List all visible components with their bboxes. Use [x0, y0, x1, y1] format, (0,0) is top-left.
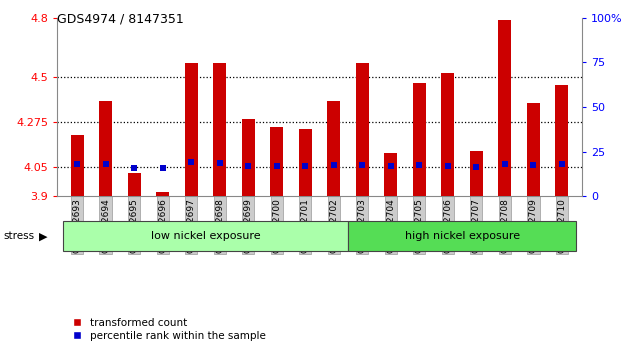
Bar — [499, 20, 511, 196]
Point — [528, 162, 538, 168]
Text: GDS4974 / 8147351: GDS4974 / 8147351 — [57, 12, 184, 25]
Bar — [527, 103, 540, 196]
Point — [443, 164, 453, 169]
Point — [301, 164, 310, 169]
Point — [329, 162, 338, 168]
Text: low nickel exposure: low nickel exposure — [151, 230, 260, 241]
FancyBboxPatch shape — [63, 221, 348, 251]
Bar — [185, 63, 197, 196]
Point — [386, 164, 396, 169]
Bar — [413, 83, 426, 196]
FancyBboxPatch shape — [348, 221, 576, 251]
Point — [471, 164, 481, 170]
Point — [243, 164, 253, 169]
Bar — [213, 63, 226, 196]
Text: stress: stress — [3, 232, 34, 241]
Bar — [242, 119, 255, 196]
Bar — [128, 173, 140, 196]
Bar — [71, 135, 83, 196]
Bar — [384, 153, 397, 196]
Text: ▶: ▶ — [39, 232, 48, 241]
Bar — [556, 85, 568, 196]
Bar — [327, 101, 340, 196]
Point — [414, 162, 424, 167]
Point — [557, 161, 567, 166]
Point — [72, 161, 82, 166]
Bar — [470, 151, 483, 196]
Bar — [156, 193, 169, 196]
Point — [129, 165, 139, 171]
Text: high nickel exposure: high nickel exposure — [404, 230, 520, 241]
Point — [272, 164, 282, 169]
Bar — [299, 129, 312, 196]
Bar — [442, 73, 454, 196]
Point — [186, 159, 196, 165]
Point — [500, 161, 510, 166]
Point — [158, 165, 168, 171]
Point — [101, 161, 111, 166]
Point — [215, 160, 225, 166]
Point — [357, 162, 367, 167]
Bar — [99, 101, 112, 196]
Bar — [356, 63, 369, 196]
Bar — [270, 127, 283, 196]
Legend: transformed count, percentile rank within the sample: transformed count, percentile rank withi… — [62, 314, 271, 345]
